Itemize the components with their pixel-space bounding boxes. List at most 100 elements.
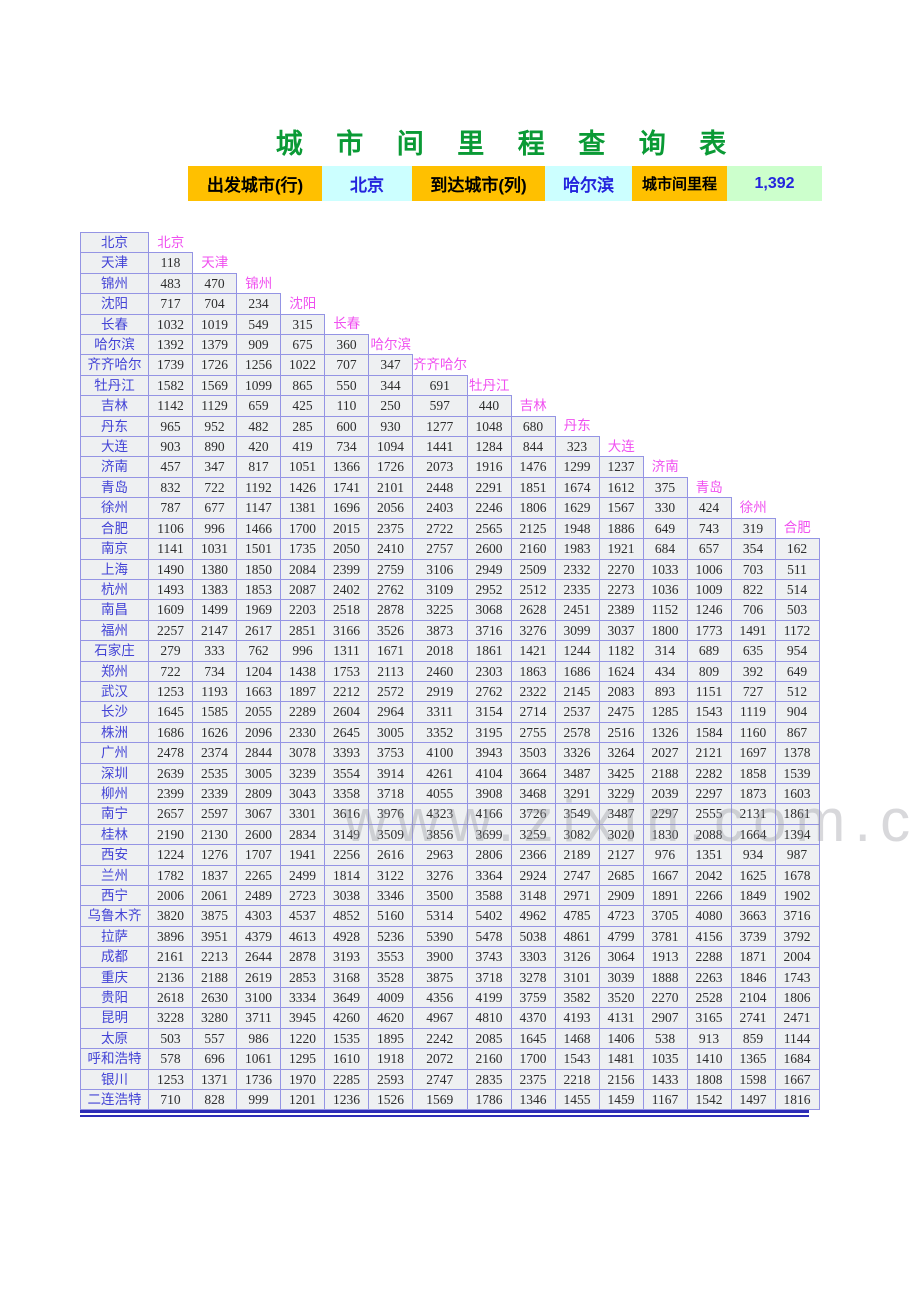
distance-cell: 2878	[280, 946, 325, 968]
distance-cell: 2755	[510, 721, 556, 744]
distance-cell: 1707	[236, 844, 281, 866]
distance-cell: 2499	[280, 864, 325, 887]
distance-cell: 2330	[280, 721, 325, 744]
distance-cell: 809	[686, 660, 732, 682]
empty-cell	[599, 273, 643, 293]
empty-cell	[599, 294, 643, 314]
table-row: 南宁 2657 2597 3067 3301 3616 3976 4323 4166 3726 35…	[80, 803, 820, 825]
distance-cell: 1237	[598, 456, 644, 478]
distance-cell: 1726	[368, 456, 413, 478]
distance-cell: 1351	[686, 844, 732, 866]
distance-cell: 1897	[280, 680, 325, 703]
distance-cell: 3346	[368, 884, 413, 907]
table-row: 银川 1253 1371 1736 1970 2285 2593 2747 2835 2375 22…	[80, 1068, 820, 1091]
distance-cell: 3303	[510, 946, 556, 968]
distance-cell: 319	[730, 517, 776, 540]
distance-cell: 1253	[148, 680, 193, 703]
row-city-cell: 西安	[80, 844, 149, 866]
empty-cell	[511, 335, 555, 355]
distance-cell: 1204	[236, 660, 281, 682]
distance-cell: 4370	[510, 1007, 556, 1029]
distance-cell: 2685	[598, 864, 644, 887]
distance-cell: 722	[192, 476, 237, 499]
table-row: 太原 503 557 986 1220 1535 1895 2242 2085 1645 1468 1…	[80, 1027, 820, 1050]
distance-cell: 3425	[598, 762, 644, 784]
distance-cell: 110	[324, 395, 369, 417]
empty-cell	[643, 355, 687, 375]
distance-cell: 2844	[236, 742, 281, 764]
distance-cell: 1969	[236, 599, 281, 621]
distance-cell: 2265	[236, 864, 281, 887]
distance-cell: 3334	[280, 987, 325, 1009]
distance-cell: 2747	[412, 1068, 468, 1091]
distance-cell: 1491	[730, 619, 776, 642]
distance-cell: 3873	[412, 619, 468, 642]
distance-cell: 2203	[280, 599, 325, 621]
distance-cell: 2399	[148, 782, 193, 805]
distance-cell: 2617	[236, 619, 281, 642]
empty-cell	[369, 273, 413, 293]
distance-cell: 1610	[324, 1048, 369, 1070]
empty-cell	[511, 233, 555, 253]
distance-cell: 1753	[324, 660, 369, 682]
to-city-input[interactable]: 哈尔滨	[545, 166, 632, 201]
empty-cell	[643, 335, 687, 355]
distance-cell: 2924	[510, 864, 556, 887]
page-title: 城 市 间 里 程 查 询 表	[275, 129, 735, 159]
row-city-cell: 乌鲁木齐	[80, 905, 149, 927]
distance-cell: 4799	[598, 925, 644, 948]
distance-cell: 1970	[280, 1068, 325, 1091]
distance-cell: 689	[686, 640, 732, 662]
distance-cell: 696	[192, 1048, 237, 1070]
table-row: 南京 1141 1031 1501 1735 2050 2410 2757 2600 2160 19…	[80, 538, 820, 560]
distance-cell: 1663	[236, 680, 281, 703]
distance-cell: 2027	[642, 742, 688, 764]
distance-cell: 2303	[466, 660, 512, 682]
distance-cell: 1152	[642, 599, 688, 621]
distance-cell: 2042	[686, 864, 732, 887]
distance-cell: 4261	[412, 762, 468, 784]
empty-cell	[731, 233, 775, 253]
table-row: 丹东 965 952 482 285 600 930 1277 1048 680 丹东	[80, 415, 820, 438]
distance-cell: 1277	[412, 415, 468, 438]
empty-cell	[643, 294, 687, 314]
table-row: 北京 北京	[80, 231, 820, 254]
distance-cell: 3067	[236, 803, 281, 825]
distance-cell: 1366	[324, 456, 369, 478]
distance-cell: 2018	[412, 640, 468, 662]
distance-cell: 549	[236, 313, 281, 336]
distance-cell: 5478	[466, 925, 512, 948]
distance-cell: 986	[236, 1027, 281, 1050]
distance-cell: 1129	[192, 395, 237, 417]
distance-cell: 828	[192, 1089, 237, 1111]
distance-cell: 2516	[598, 721, 644, 744]
diagonal-city-label: 牡丹江	[469, 377, 510, 393]
distance-cell: 1033	[642, 558, 688, 580]
diagonal-city-label: 青岛	[695, 479, 723, 495]
distance-cell: 1284	[466, 436, 512, 458]
from-city-input[interactable]: 北京	[322, 166, 412, 201]
distance-cell: 1380	[192, 558, 237, 580]
distance-cell: 4100	[412, 742, 468, 764]
row-city-cell: 青岛	[80, 476, 149, 499]
row-city-cell: 二连浩特	[80, 1089, 149, 1111]
empty-cell	[599, 416, 643, 436]
table-row: 贵阳 2618 2630 3100 3334 3649 4009 4356 4199 3759 35…	[80, 987, 820, 1009]
distance-cell: 3699	[466, 823, 512, 846]
empty-cell	[775, 273, 819, 293]
row-city-cell: 南京	[80, 538, 149, 560]
empty-cell	[413, 294, 468, 314]
distance-cell: 3352	[412, 721, 468, 744]
diagonal-city-label: 丹东	[563, 418, 591, 434]
distance-cell: 703	[730, 558, 776, 580]
distance-cell: 250	[368, 395, 413, 417]
distance-cell: 1773	[686, 619, 732, 642]
distance-cell: 1543	[686, 701, 732, 723]
distance-cell: 4356	[412, 987, 468, 1009]
table-row: 石家庄 279 333 762 996 1311 1671 2018 1861 1421 1244 1…	[80, 640, 820, 662]
distance-cell: 2270	[598, 558, 644, 580]
distance-cell: 1144	[774, 1027, 820, 1050]
distance-cell: 1468	[554, 1027, 600, 1050]
distance-cell: 1048	[466, 415, 512, 438]
empty-cell	[599, 396, 643, 416]
